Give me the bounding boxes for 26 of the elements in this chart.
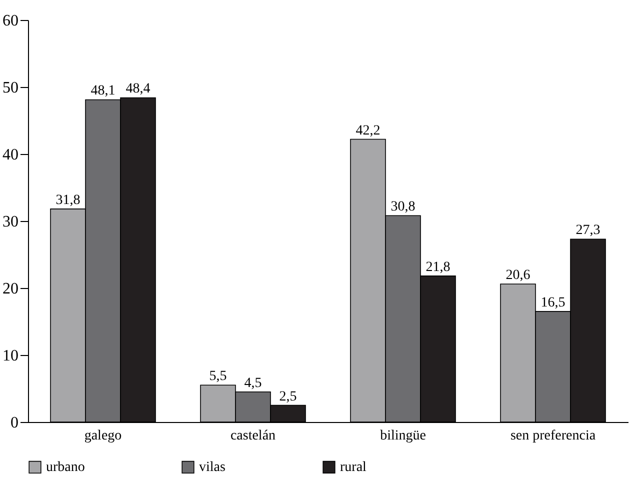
y-tick-label: 0: [10, 414, 18, 432]
y-tick-label: 30: [2, 214, 18, 230]
legend-label: urbano: [46, 460, 85, 476]
data-label: 48,1: [90, 84, 116, 99]
data-label: 21,8: [426, 260, 450, 275]
x-tick-label: bilingüe: [380, 428, 426, 444]
x-tick-label: sen preferencia: [510, 428, 596, 444]
data-label: 48,4: [126, 82, 150, 97]
y-tick-label: 50: [2, 80, 18, 96]
y-tick-label: 40: [2, 146, 18, 164]
legend-label: vilas: [199, 460, 226, 476]
data-label: 31,8: [56, 192, 80, 208]
legend-label: rural: [340, 460, 367, 476]
y-tick-label: 60: [2, 12, 18, 30]
data-label: 16,5: [540, 295, 566, 310]
data-label: 27,3: [576, 223, 600, 238]
y-tick-label: 20: [2, 280, 18, 298]
data-label: 4,5: [244, 376, 262, 391]
data-label: 5,5: [209, 369, 227, 384]
x-tick-label: galego: [84, 428, 122, 444]
data-label: 42,2: [356, 123, 380, 138]
y-tick-label: 10: [2, 348, 18, 364]
data-label: 2,5: [279, 389, 297, 404]
data-label: 20,6: [506, 268, 530, 283]
data-label: 30,8: [390, 200, 416, 215]
x-tick-label: castelán: [230, 428, 276, 444]
